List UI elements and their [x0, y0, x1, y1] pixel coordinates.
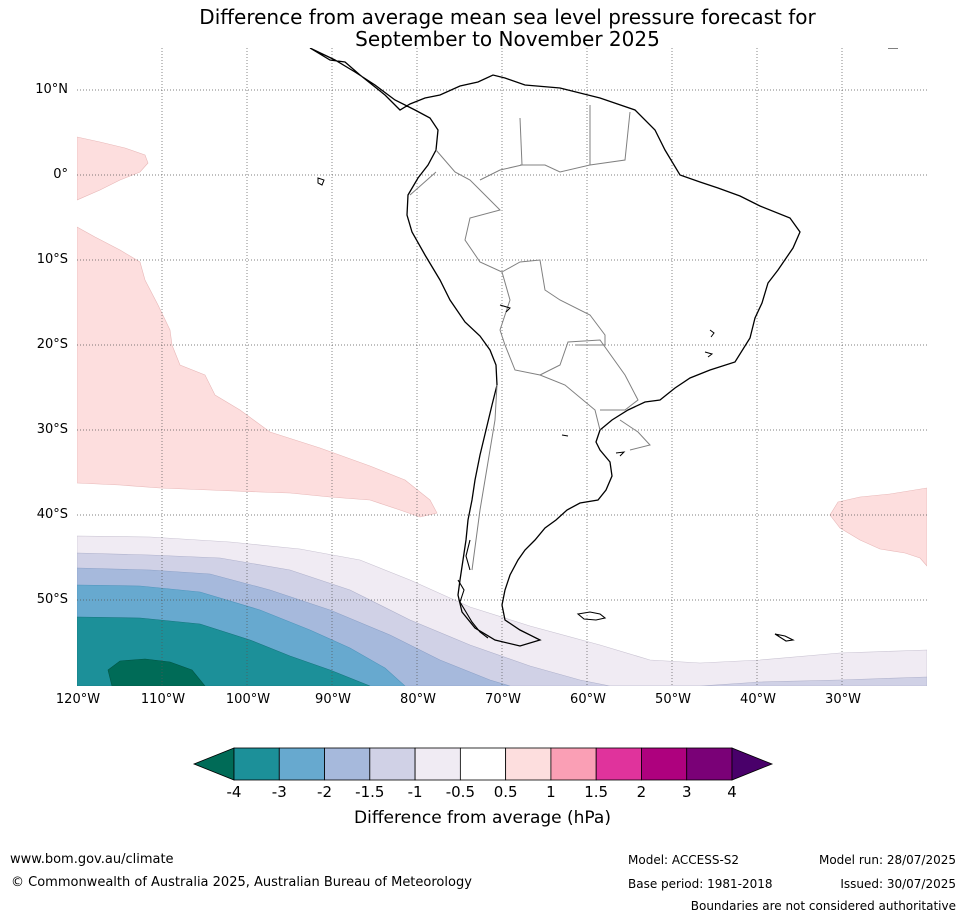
- lon-label-120w: 120°W: [55, 692, 101, 707]
- colorbar-tick-label: -1.5: [355, 783, 385, 801]
- graticule: [77, 48, 927, 686]
- lat-label-20s: 20°S: [36, 337, 68, 352]
- boundaries-note: Boundaries are not considered authoritat…: [690, 899, 956, 913]
- anomaly-region-positive-south-atlantic: [829, 487, 927, 567]
- lat-label-30s: 30°S: [36, 422, 68, 437]
- colorbar-cell: [369, 747, 416, 781]
- colorbar-tick-label: 3: [681, 783, 692, 801]
- colorbar-cell: [324, 747, 371, 781]
- south-america-coastline: [309, 48, 801, 647]
- lat-label-40s: 40°S: [36, 507, 68, 522]
- colorbar-cell: [550, 747, 597, 781]
- colorbar-cell: [641, 747, 688, 781]
- lon-label-60w: 60°W: [570, 692, 606, 707]
- map-title-line2: September to November 2025: [355, 27, 660, 51]
- lon-label-30w: 30°W: [825, 692, 861, 707]
- colorbar-tick-label: 1.5: [584, 783, 609, 801]
- issued-label: Issued: 30/07/2025: [840, 877, 956, 891]
- colorbar: [192, 747, 774, 781]
- colorbar-cell: [505, 747, 552, 781]
- colorbar-cell: [414, 747, 461, 781]
- lon-label-110w: 110°W: [140, 692, 186, 707]
- colorbar-cell: [686, 747, 733, 781]
- patagonian-archipelago: [457, 539, 489, 639]
- colorbar-cell: [459, 747, 507, 781]
- lat-label-50s: 50°S: [36, 592, 68, 607]
- map-title-line1: Difference from average mean sea level p…: [199, 5, 816, 29]
- colorbar-tick-label: -0.5: [445, 783, 475, 801]
- lon-label-40w: 40°W: [740, 692, 776, 707]
- lat-label-10n: 10°N: [35, 82, 68, 97]
- colorbar-tick-label: -4: [226, 783, 242, 801]
- colorbar-tick-label: -3: [271, 783, 287, 801]
- lon-label-50w: 50°W: [655, 692, 691, 707]
- lon-label-90w: 90°W: [315, 692, 351, 707]
- lat-label-0: 0°: [53, 167, 68, 182]
- colorbar-cell: [278, 747, 325, 781]
- colorbar-under-triangle: [192, 747, 235, 781]
- lon-label-70w: 70°W: [485, 692, 521, 707]
- colorbar-cell: [233, 747, 280, 781]
- falkland-islands: [576, 611, 607, 621]
- lon-label-100w: 100°W: [225, 692, 271, 707]
- anomaly-region-positive-equatorial-pacific: [77, 136, 149, 201]
- colorbar-tick-label: -2: [317, 783, 333, 801]
- model-run-label: Model run: 28/07/2025: [818, 853, 956, 867]
- colorbar-tick-label: 4: [727, 783, 737, 801]
- small-islands: [317, 48, 898, 457]
- model-label: Model: ACCESS-S2: [628, 853, 740, 867]
- pressure-anomaly-map: [77, 48, 927, 686]
- colorbar-cells: [233, 747, 733, 781]
- copyright-text: © Commonwealth of Australia 2025, Austra…: [11, 875, 472, 890]
- base-period-label: Base period: 1981-2018: [628, 877, 773, 891]
- colorbar-cell: [595, 747, 642, 781]
- colorbar-tick-label: -1: [407, 783, 423, 801]
- lon-label-80w: 80°W: [400, 692, 436, 707]
- lat-label-10s: 10°S: [36, 252, 68, 267]
- colorbar-title: Difference from average (hPa): [354, 808, 611, 828]
- south-georgia: [774, 633, 795, 642]
- colorbar-tick-label: 2: [636, 783, 647, 801]
- colorbar-tick-label: 1: [546, 783, 556, 801]
- colorbar-tick-label: 0.5: [493, 783, 518, 801]
- colorbar-over-triangle: [731, 747, 774, 781]
- anomaly-region-positive-southeast-pacific: [77, 226, 438, 518]
- country-borders: [409, 105, 651, 571]
- website-link[interactable]: www.bom.gov.au/climate: [10, 852, 174, 867]
- anomaly-band-minus-4: [107, 658, 206, 686]
